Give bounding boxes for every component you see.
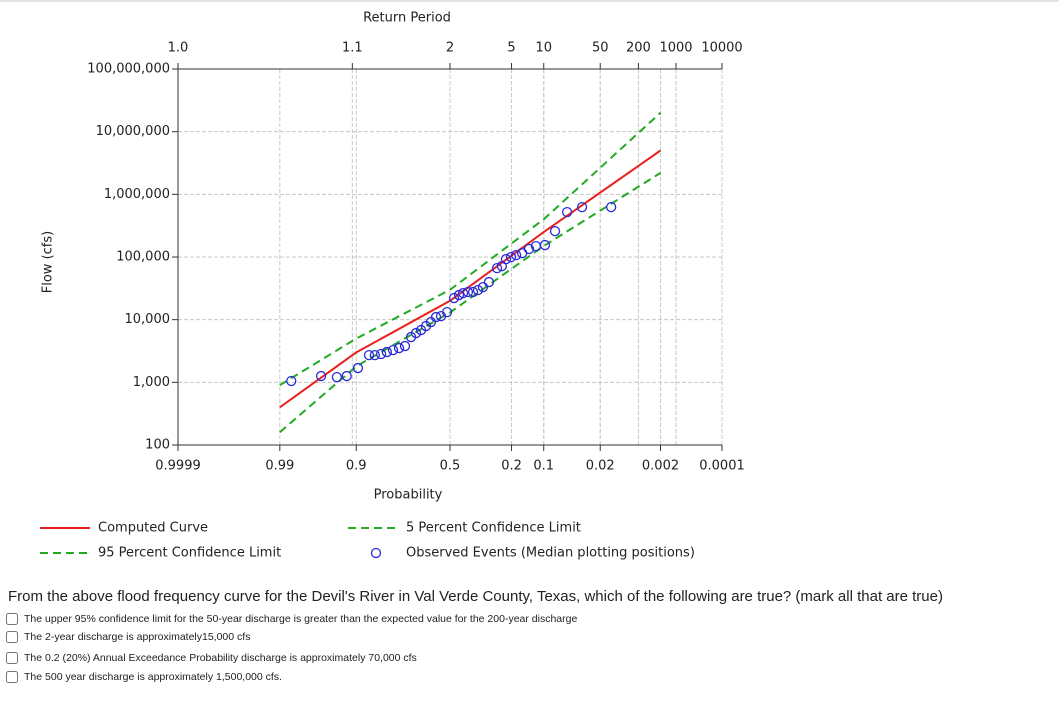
x2-tick-label: 1000 <box>659 41 692 56</box>
x2-tick-label: 200 <box>626 41 651 56</box>
observed-point <box>549 225 561 237</box>
y-tick-label: 1,000,000 <box>104 187 170 202</box>
x2-tick-label: 5 <box>507 41 515 56</box>
y-tick-label: 100 <box>145 438 170 453</box>
x2-tick-label: 2 <box>446 41 454 56</box>
observed-point <box>483 276 495 288</box>
legend-label: Observed Events (Median plotting positio… <box>406 546 695 561</box>
x2-tick-label: 10000 <box>701 41 742 56</box>
observed-point <box>286 375 297 387</box>
observed-point <box>375 348 387 360</box>
x-tick-label: 0.9 <box>346 459 367 474</box>
y-tick-label: 10,000,000 <box>96 124 170 139</box>
x2-tick-label: 10 <box>535 41 552 56</box>
y-axis-title: Flow (cfs) <box>41 231 56 293</box>
observed-point <box>576 201 588 213</box>
x-tick-label: 0.5 <box>440 459 461 474</box>
checkbox[interactable] <box>6 652 18 664</box>
checkbox[interactable] <box>6 671 18 683</box>
observed-point <box>477 281 489 293</box>
legend-symbol <box>370 547 382 559</box>
y-tick-label: 10,000 <box>125 312 171 327</box>
observed-point <box>605 201 617 213</box>
y-tick-label: 100,000 <box>116 250 170 265</box>
top-border <box>0 0 1059 2</box>
x2-tick-label: 1.0 <box>168 41 189 56</box>
observed-point <box>363 349 375 361</box>
observed-point <box>315 370 327 382</box>
observed-point <box>331 371 343 383</box>
curve <box>279 112 662 387</box>
observed-point <box>399 340 411 352</box>
observed-point <box>467 286 479 298</box>
observed-point <box>523 243 535 255</box>
observed-point <box>441 306 453 318</box>
x-tick-label: 0.99 <box>265 459 294 474</box>
x2-tick-label: 1.1 <box>342 41 363 56</box>
observed-point <box>369 349 380 361</box>
x-tick-label: 0.2 <box>501 459 522 474</box>
x-tick-label: 0.002 <box>642 459 679 474</box>
x-tick-label: 0.9999 <box>155 459 201 474</box>
option[interactable]: The upper 95% confidence limit for the 5… <box>6 613 577 625</box>
observed-point <box>462 286 474 298</box>
observed-point <box>500 253 512 265</box>
observed-point <box>387 344 399 356</box>
x-tick-label: 0.0001 <box>699 459 745 474</box>
observed-point <box>457 287 469 299</box>
observed-point <box>472 284 484 296</box>
checkbox[interactable] <box>6 631 18 643</box>
x-tick-label: 0.02 <box>586 459 615 474</box>
option-text: The 0.2 (20%) Annual Exceedance Probabil… <box>24 652 417 664</box>
observed-point <box>561 206 573 218</box>
legend-label: 95 Percent Confidence Limit <box>98 546 281 561</box>
option[interactable]: The 2-year discharge is approximately15,… <box>6 631 250 643</box>
y-tick-label: 1,000 <box>133 375 170 390</box>
option[interactable]: The 500 year discharge is approximately … <box>6 671 282 683</box>
observed-point <box>393 342 405 354</box>
observed-point <box>510 250 522 261</box>
observed-point <box>352 362 364 374</box>
option[interactable]: The 0.2 (20%) Annual Exceedance Probabil… <box>6 652 417 664</box>
x-axis-title: Probability <box>374 488 443 503</box>
x2-axis-title: Return Period <box>363 11 451 26</box>
curve <box>279 149 662 409</box>
observed-point <box>448 292 460 304</box>
observed-point <box>505 251 517 263</box>
checkbox[interactable] <box>6 613 18 625</box>
y-tick-label: 100,000,000 <box>87 62 170 77</box>
chart: Return Period Probability Flow (cfs) 100… <box>0 0 1059 561</box>
observed-point <box>381 346 393 358</box>
legend-label: Computed Curve <box>98 521 208 536</box>
observed-point <box>539 239 551 251</box>
observed-point <box>410 327 422 339</box>
question-text: From the above flood frequency curve for… <box>8 588 943 605</box>
observed-point <box>341 370 352 382</box>
option-text: The upper 95% confidence limit for the 5… <box>24 613 578 625</box>
observed-point <box>491 262 503 274</box>
observed-point <box>430 311 442 323</box>
legend-label: 5 Percent Confidence Limit <box>406 521 581 536</box>
curve <box>279 172 662 433</box>
option-text: The 2-year discharge is approximately15,… <box>24 631 251 643</box>
x-tick-label: 0.1 <box>533 459 554 474</box>
x2-tick-label: 50 <box>592 41 609 56</box>
option-text: The 500 year discharge is approximately … <box>24 671 282 683</box>
